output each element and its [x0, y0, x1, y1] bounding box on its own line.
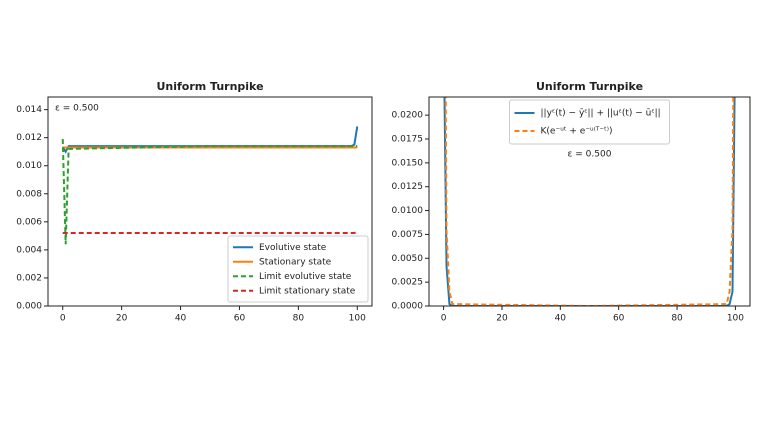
legend-box: [227, 235, 369, 303]
axes-frame: [47, 96, 373, 307]
annotation: ε = 0.500: [568, 150, 612, 160]
y-tick-label: 0.0050: [392, 254, 424, 264]
axes-frame: [428, 96, 751, 307]
subplot: Uniform Turnpike 0.0000 0.0025 0.0050 0.0075…: [392, 80, 751, 324]
y-tick-label: 0.0150: [392, 158, 424, 168]
y-tick-label: 0.010: [16, 161, 42, 171]
y-tick-label: 0.0125: [392, 182, 424, 192]
chart-title: Uniform Turnpike: [156, 80, 263, 93]
y-tick-label: 0.0075: [392, 230, 424, 240]
x-tick-label: 40: [175, 314, 187, 324]
y-tick-label: 0.0000: [392, 302, 424, 312]
y-tick-label: 0.0200: [392, 111, 424, 121]
x-tick-label: 20: [496, 314, 508, 324]
subplot: Uniform Turnpike 0.000 0.002 0.004 0.006 0.00…: [16, 80, 373, 324]
y-tick-label: 0.002: [16, 273, 42, 283]
x-tick-label: 0: [60, 314, 66, 324]
y-tick-label: 0.006: [16, 217, 42, 227]
y-tick-label: 0.012: [16, 133, 42, 143]
x-tick-label: 80: [293, 314, 305, 324]
series-line: [443, 97, 736, 306]
x-tick-label: 80: [671, 314, 683, 324]
y-tick-label: 0.014: [16, 105, 42, 115]
x-tick-label: 60: [234, 314, 246, 324]
x-tick-label: 20: [116, 314, 128, 324]
series-line: [62, 230, 358, 235]
legend-label: ||yᵋ(t) − ȳᵋ|| + ||uᵋ(t) − ūᵋ||: [541, 109, 661, 119]
y-tick-label: 0.0100: [392, 206, 424, 216]
y-tick-label: 0.008: [16, 189, 42, 199]
x-tick-label: 100: [727, 314, 744, 324]
legend: ||yᵋ(t) − ȳᵋ|| + ||uᵋ(t) − ūᵋ|| K(e⁻ᵘᵗ + …: [509, 99, 670, 145]
legend: Evolutive state Stationary state Limit evo…: [227, 235, 369, 303]
y-tick-label: 0.004: [16, 245, 42, 255]
legend-label: Evolutive state: [259, 243, 327, 253]
legend-label: K(e⁻ᵘᵗ + e⁻ᵘ⁽ᵀ⁻ᵗ⁾): [541, 127, 613, 137]
chart-title: Uniform Turnpike: [536, 80, 643, 93]
legend-label: Limit evolutive state: [259, 272, 352, 282]
x-tick-label: 100: [349, 314, 366, 324]
annotation: ε = 0.500: [55, 104, 99, 114]
y-tick-label: 0.0025: [392, 278, 424, 288]
x-tick-label: 0: [441, 314, 447, 324]
legend-label: Stationary state: [259, 257, 332, 267]
series-line: [61, 139, 358, 245]
legend-label: Limit stationary state: [259, 286, 356, 296]
x-tick-label: 40: [555, 314, 567, 324]
series-line: [61, 126, 359, 154]
series-line: [444, 97, 735, 306]
y-tick-label: 0.000: [16, 302, 42, 312]
y-tick-label: 0.0175: [392, 134, 424, 144]
x-tick-label: 60: [613, 314, 625, 324]
legend-box: [509, 99, 670, 145]
